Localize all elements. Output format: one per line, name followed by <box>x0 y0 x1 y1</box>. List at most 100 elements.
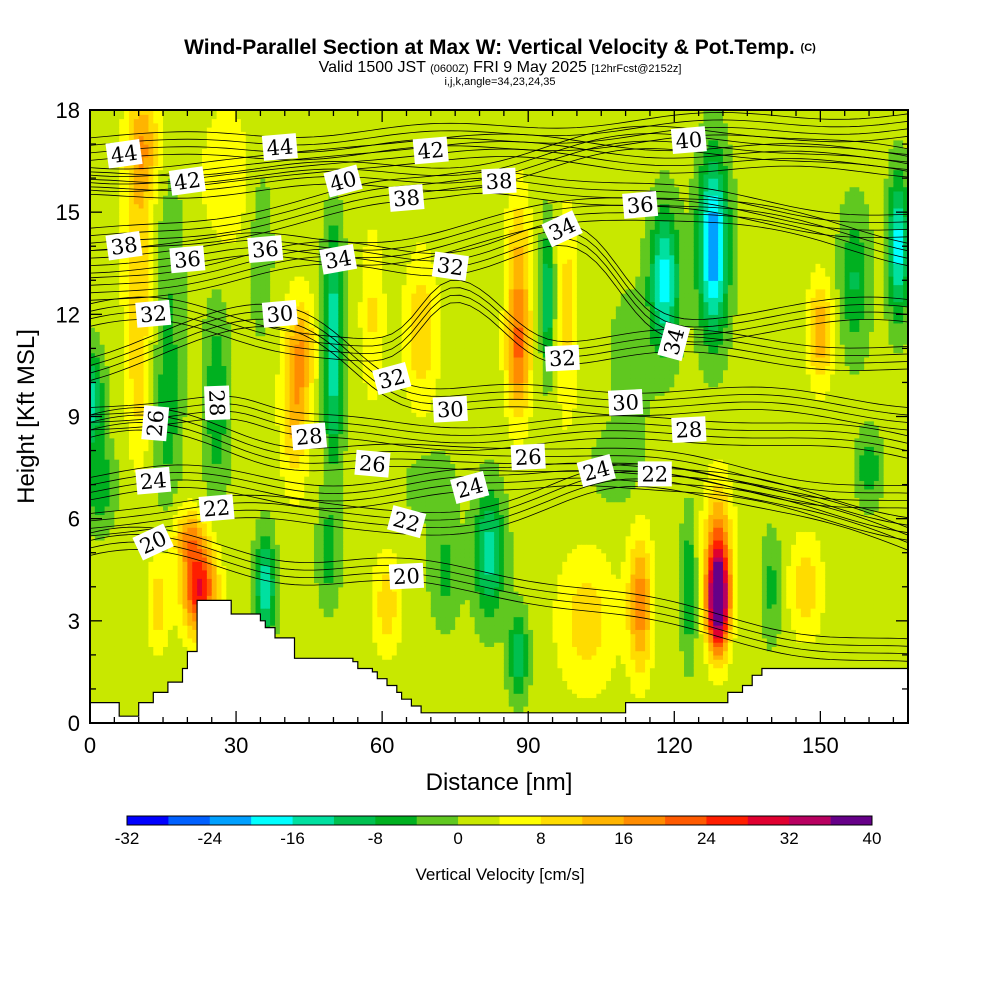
field-cell <box>124 344 130 349</box>
field-cell <box>221 220 227 226</box>
field-cell <box>201 437 208 443</box>
field-cell <box>90 276 96 281</box>
field-cell <box>250 203 257 209</box>
field-cell <box>158 574 164 579</box>
field-cell <box>245 382 252 388</box>
field-cell <box>172 454 179 460</box>
field-cell <box>128 382 135 388</box>
field-cell <box>124 395 130 401</box>
field-cell <box>231 378 237 384</box>
field-cell <box>114 352 120 358</box>
field-cell <box>94 220 101 226</box>
field-cell <box>231 178 237 183</box>
field-cell <box>133 258 140 264</box>
field-cell <box>143 199 150 205</box>
field-cell <box>177 454 184 460</box>
field-cell <box>99 356 106 362</box>
field-cell <box>192 548 198 554</box>
field-cell <box>114 110 120 115</box>
field-cell <box>163 688 169 694</box>
field-cell <box>187 310 193 315</box>
field-cell <box>206 110 213 115</box>
field-cell <box>226 314 232 320</box>
field-cell <box>143 510 150 516</box>
field-cell <box>153 178 159 183</box>
field-cell <box>221 527 227 533</box>
field-cell <box>187 382 193 388</box>
field-cell <box>119 182 125 188</box>
field-cell <box>216 335 223 341</box>
field-cell <box>138 169 145 175</box>
field-cell <box>182 625 188 630</box>
field-cell <box>187 565 193 571</box>
field-cell <box>182 386 188 392</box>
field-cell <box>143 582 150 588</box>
field-cell <box>138 186 145 192</box>
field-cell <box>240 480 247 486</box>
field-cell <box>163 327 169 332</box>
field-cell <box>128 676 135 682</box>
field-cell <box>94 135 101 141</box>
field-cell <box>124 552 130 558</box>
field-cell <box>182 305 188 311</box>
field-cell <box>143 331 150 337</box>
field-cell <box>104 616 111 622</box>
field-cell <box>153 267 159 273</box>
field-cell <box>114 505 120 511</box>
field-cell <box>104 190 111 196</box>
field-cell <box>104 569 111 575</box>
field-cell <box>187 463 193 469</box>
field-cell <box>99 484 106 490</box>
field-cell <box>167 442 174 447</box>
field-cell <box>119 454 125 460</box>
field-cell <box>114 267 120 273</box>
field-cell <box>138 574 145 579</box>
field-cell <box>133 595 140 601</box>
field-cell <box>90 454 96 460</box>
field-cell <box>177 122 184 128</box>
field-cell <box>182 556 188 562</box>
field-cell <box>94 497 101 503</box>
field-cell <box>216 539 223 545</box>
field-cell <box>148 650 154 656</box>
field-cell <box>172 348 179 354</box>
field-cell <box>148 344 154 349</box>
field-cell <box>187 327 193 332</box>
field-cell <box>128 616 135 622</box>
field-cell <box>231 582 237 588</box>
field-cell <box>104 203 111 209</box>
field-cell <box>128 373 135 379</box>
field-cell <box>119 544 125 550</box>
field-cell <box>250 365 257 371</box>
field-cell <box>250 314 257 320</box>
field-cell <box>148 122 154 128</box>
field-cell <box>231 412 237 418</box>
field-cell <box>177 476 184 481</box>
field-cell <box>206 203 213 209</box>
field-cell <box>172 224 179 230</box>
field-cell <box>99 178 106 183</box>
field-cell <box>226 531 232 537</box>
field-cell <box>167 437 174 443</box>
field-cell <box>124 437 130 443</box>
field-cell <box>250 403 257 409</box>
field-cell <box>206 267 213 273</box>
field-cell <box>138 178 145 183</box>
field-cell <box>133 548 140 554</box>
field-cell <box>240 352 247 358</box>
field-cell <box>231 484 237 490</box>
field-cell <box>250 433 257 439</box>
field-cell <box>153 220 159 226</box>
field-cell <box>124 697 130 703</box>
field-cell <box>226 548 232 554</box>
field-cell <box>216 548 223 554</box>
field-cell <box>197 552 203 558</box>
field-cell <box>124 599 130 605</box>
field-cell <box>99 258 106 264</box>
field-cell <box>236 203 242 209</box>
field-cell <box>255 373 262 379</box>
field-cell <box>192 386 198 392</box>
field-cell <box>177 322 184 328</box>
field-cell <box>114 131 120 137</box>
field-cell <box>128 671 135 677</box>
